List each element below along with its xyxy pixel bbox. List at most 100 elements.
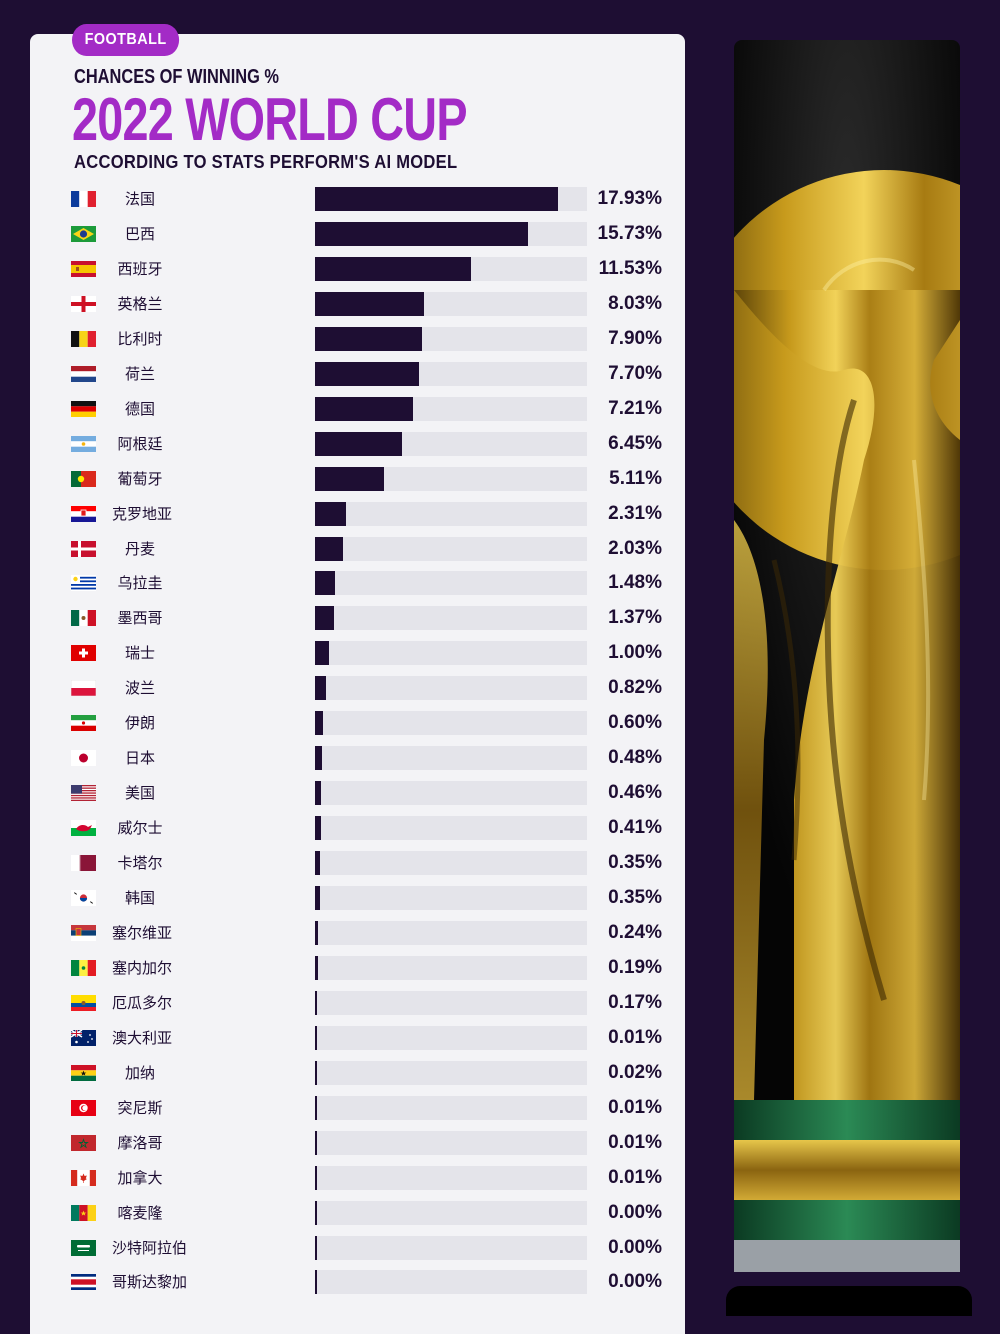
bar-track — [315, 431, 587, 456]
data-label: 11.53% — [598, 257, 662, 279]
bar — [315, 256, 471, 281]
country-label: 比利时 — [117, 329, 163, 348]
data-label: 0.82% — [608, 677, 662, 699]
country-label: 墨西哥 — [117, 609, 163, 628]
world-cup-trophy-photo — [734, 40, 960, 1272]
bar — [315, 1235, 317, 1260]
bar — [315, 1095, 317, 1120]
bar — [315, 851, 320, 876]
country-label: 哥斯达黎加 — [112, 1273, 188, 1292]
mexico-flag-icon — [71, 610, 96, 627]
bar — [315, 1200, 317, 1225]
data-label: 8.03% — [608, 292, 662, 314]
country-label: 美国 — [124, 784, 155, 803]
switzerland-flag-icon — [71, 645, 96, 662]
bar-track — [315, 955, 587, 980]
bar — [315, 920, 319, 945]
table-row: 西班牙 11.53% — [0, 256, 700, 281]
data-label: 0.00% — [608, 1271, 662, 1293]
country-label: 波兰 — [124, 679, 155, 698]
table-row: 加拿大 0.01% — [0, 1165, 700, 1190]
uruguay-flag-icon — [71, 575, 96, 592]
bar-track — [315, 1235, 587, 1260]
country-label: 伊朗 — [124, 714, 155, 733]
bar — [315, 1025, 317, 1050]
data-label: 0.00% — [608, 1201, 662, 1223]
data-label: 0.24% — [608, 921, 662, 943]
country-label: 德国 — [124, 399, 155, 418]
country-label: 乌拉圭 — [117, 574, 163, 593]
data-label: 0.02% — [608, 1061, 662, 1083]
country-label: 加纳 — [124, 1063, 155, 1082]
australia-flag-icon — [71, 1029, 96, 1046]
table-row: 厄瓜多尔 0.17% — [0, 990, 700, 1015]
bar-track — [315, 326, 587, 351]
poland-flag-icon — [71, 680, 96, 697]
table-row: 突尼斯 0.01% — [0, 1095, 700, 1120]
bar-track — [315, 396, 587, 421]
bar — [315, 676, 327, 701]
morocco-flag-icon — [71, 1134, 96, 1151]
country-label: 巴西 — [124, 224, 155, 243]
bar-track — [315, 641, 587, 666]
country-label: 克罗地亚 — [112, 504, 173, 523]
data-label: 15.73% — [597, 222, 662, 244]
bar — [315, 571, 335, 596]
wales-flag-icon — [71, 820, 96, 837]
table-row: 克罗地亚 2.31% — [0, 501, 700, 526]
bar — [315, 431, 403, 456]
bar-chart: 法国 17.93% 巴西 15.73% 西班牙 11.53% 英格兰 8.03% 比利时 7.90… — [0, 187, 700, 1295]
bar-track — [315, 221, 587, 246]
country-label: 卡塔尔 — [117, 854, 163, 873]
data-label: 1.37% — [608, 607, 662, 629]
ghana-flag-icon — [71, 1064, 96, 1081]
bar-track — [315, 676, 587, 701]
bar — [315, 816, 321, 841]
country-label: 加拿大 — [117, 1168, 163, 1187]
bar-track — [315, 886, 587, 910]
bar — [315, 221, 528, 246]
tunisia-flag-icon — [71, 1099, 96, 1116]
usa-flag-icon — [71, 785, 96, 802]
bar-track — [315, 1095, 587, 1120]
saudi-arabia-flag-icon — [71, 1239, 96, 1256]
table-row: 美国 0.46% — [0, 781, 700, 806]
bar — [315, 606, 334, 631]
table-row: 瑞士 1.00% — [0, 641, 700, 666]
trophy-image — [734, 40, 960, 1272]
bar-track — [315, 1060, 587, 1085]
table-row: 巴西 15.73% — [0, 221, 700, 246]
bar-track — [315, 466, 587, 491]
bar-track — [315, 920, 587, 945]
table-row: 乌拉圭 1.48% — [0, 571, 700, 596]
table-row: 威尔士 0.41% — [0, 816, 700, 841]
bar-track — [315, 1025, 587, 1050]
denmark-flag-icon — [71, 540, 96, 557]
canada-flag-icon — [71, 1169, 96, 1186]
table-row: 葡萄牙 5.11% — [0, 466, 700, 491]
table-row: 法国 17.93% — [0, 187, 700, 211]
country-label: 塞内加尔 — [112, 958, 173, 977]
country-label: 丹麦 — [124, 539, 155, 558]
data-label: 0.48% — [608, 747, 662, 769]
costa-rica-flag-icon — [71, 1274, 96, 1291]
iran-flag-icon — [71, 715, 96, 732]
bar — [315, 781, 322, 806]
category-badge: FOOTBALL — [72, 24, 180, 56]
bar-track — [315, 816, 587, 841]
table-row: 沙特阿拉伯 0.00% — [0, 1235, 700, 1260]
bar-track — [315, 851, 587, 876]
table-row: 韩国 0.35% — [0, 886, 700, 910]
table-row: 摩洛哥 0.01% — [0, 1130, 700, 1155]
data-label: 7.90% — [608, 327, 662, 349]
table-row: 丹麦 2.03% — [0, 536, 700, 561]
country-label: 喀麦隆 — [117, 1203, 163, 1222]
bar-track — [315, 291, 587, 316]
bar — [315, 1130, 317, 1155]
bar — [315, 501, 347, 526]
table-row: 喀麦隆 0.00% — [0, 1200, 700, 1225]
footer-strip — [726, 1286, 972, 1316]
ecuador-flag-icon — [71, 994, 96, 1011]
france-flag-icon — [71, 191, 96, 207]
bar — [315, 746, 322, 771]
